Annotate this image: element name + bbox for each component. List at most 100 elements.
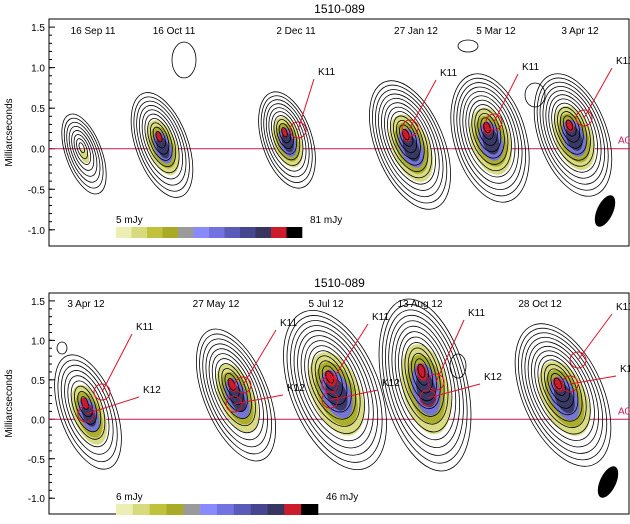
- colorbar-swatch: [255, 227, 272, 238]
- component-label: K11: [440, 68, 457, 79]
- component-label: K11: [616, 56, 630, 67]
- component-pointer: [583, 67, 613, 119]
- jet-map: [130, 92, 194, 198]
- y-axis-label: Milliarcseconds: [4, 98, 15, 166]
- component-circle: [427, 373, 445, 391]
- contour-line: [171, 41, 197, 79]
- contour-line: [456, 82, 523, 191]
- contour-line: [307, 345, 357, 420]
- colorbar-swatch: [183, 504, 201, 515]
- reference-line-label: A0: [618, 136, 630, 147]
- contour-line: [384, 102, 433, 179]
- contour-line: [539, 81, 606, 185]
- y-tick-label: -1.0: [28, 494, 46, 505]
- component-label: K12: [287, 383, 305, 394]
- contour-line: [372, 84, 448, 204]
- contour-line: [521, 332, 604, 454]
- colorbar-swatch: [209, 227, 225, 238]
- epoch-label: 16 Oct 11: [153, 26, 196, 37]
- contour-line: [540, 359, 579, 416]
- contour-line: [67, 375, 106, 440]
- contour-line: [401, 336, 445, 417]
- y-tick-label: -0.5: [28, 455, 46, 466]
- epoch-label: 16 Sep 11: [71, 26, 116, 37]
- beam-ellipse: [597, 466, 619, 498]
- colorbar-swatch: [132, 504, 150, 515]
- contour-line: [227, 377, 236, 391]
- contour-line: [66, 121, 101, 183]
- contour-line: [133, 96, 190, 192]
- epoch-label: 3 Apr 12: [561, 26, 599, 37]
- colorbar-max-label: 46 mJy: [326, 492, 358, 503]
- contour-line: [531, 345, 591, 435]
- contour-line: [325, 370, 335, 384]
- component-circle: [93, 383, 111, 401]
- contour-line: [396, 120, 418, 153]
- colorbar-swatch: [250, 504, 268, 515]
- contour-line: [557, 106, 584, 149]
- contour-line: [381, 304, 468, 464]
- component-label: K11: [616, 302, 630, 313]
- colorbar-swatch: [271, 227, 287, 238]
- epoch-label: 2 Dec 11: [276, 26, 316, 37]
- y-tick-label: -0.5: [28, 185, 46, 196]
- panel-title: 1510-089: [314, 276, 365, 290]
- contour-line: [61, 113, 107, 195]
- contour-line: [73, 134, 92, 165]
- component-label: K11: [468, 308, 485, 319]
- component-circle: [569, 351, 587, 369]
- contour-line: [404, 342, 441, 410]
- contour-line: [221, 368, 244, 405]
- contour-line: [394, 325, 453, 433]
- component-label: K12: [382, 378, 400, 389]
- contour-line: [474, 108, 502, 153]
- contour-line: [402, 128, 410, 141]
- panel-title: 1510-089: [314, 2, 365, 16]
- contour-line: [527, 341, 595, 441]
- contour-line: [149, 122, 170, 155]
- y-tick-label: 0.5: [31, 376, 45, 387]
- contour-line: [553, 377, 562, 390]
- epoch-label: 13 Aug 12: [397, 299, 442, 310]
- jet-map: [61, 113, 107, 195]
- contour-line: [462, 90, 516, 178]
- contour-line: [68, 125, 98, 177]
- colorbar-swatch: [301, 504, 319, 515]
- component-label: K11: [280, 318, 297, 329]
- contour-line: [551, 98, 591, 161]
- contour-line: [369, 80, 451, 210]
- contour-line: [152, 126, 166, 149]
- component-circle: [401, 119, 419, 137]
- y-tick-label: 0.0: [31, 415, 45, 426]
- epoch-label: 3 Apr 12: [67, 299, 105, 310]
- reference-line-label: A0: [618, 406, 630, 417]
- contour-line: [387, 106, 429, 172]
- contour-line: [208, 348, 260, 434]
- component-label: K12: [620, 364, 630, 375]
- contour-line: [480, 117, 495, 140]
- contour-line: [63, 117, 104, 189]
- y-tick-label: 1.0: [31, 64, 45, 75]
- contour-line: [304, 340, 361, 427]
- plot-frame: [48, 18, 630, 247]
- contour-line: [224, 373, 240, 398]
- jet-map: [196, 328, 276, 462]
- y-tick-label: 1.0: [31, 336, 45, 347]
- epoch-label: 5 Jul 12: [308, 299, 343, 310]
- contour-line: [381, 97, 436, 185]
- beam-ellipse: [594, 195, 616, 227]
- contour-line: [258, 91, 316, 189]
- colorbar-min-label: 6 mJy: [116, 492, 143, 503]
- contour-line: [60, 364, 114, 455]
- colorbar-swatch: [149, 504, 167, 515]
- contour-line: [71, 130, 95, 171]
- component-pointer: [427, 383, 481, 399]
- colorbar-swatch: [284, 504, 302, 515]
- contour-line: [293, 325, 374, 449]
- contour-line: [271, 111, 301, 161]
- jet-map: [533, 73, 613, 197]
- component-pointer: [101, 333, 133, 393]
- contour-line: [70, 380, 102, 433]
- contour-line: [80, 396, 89, 410]
